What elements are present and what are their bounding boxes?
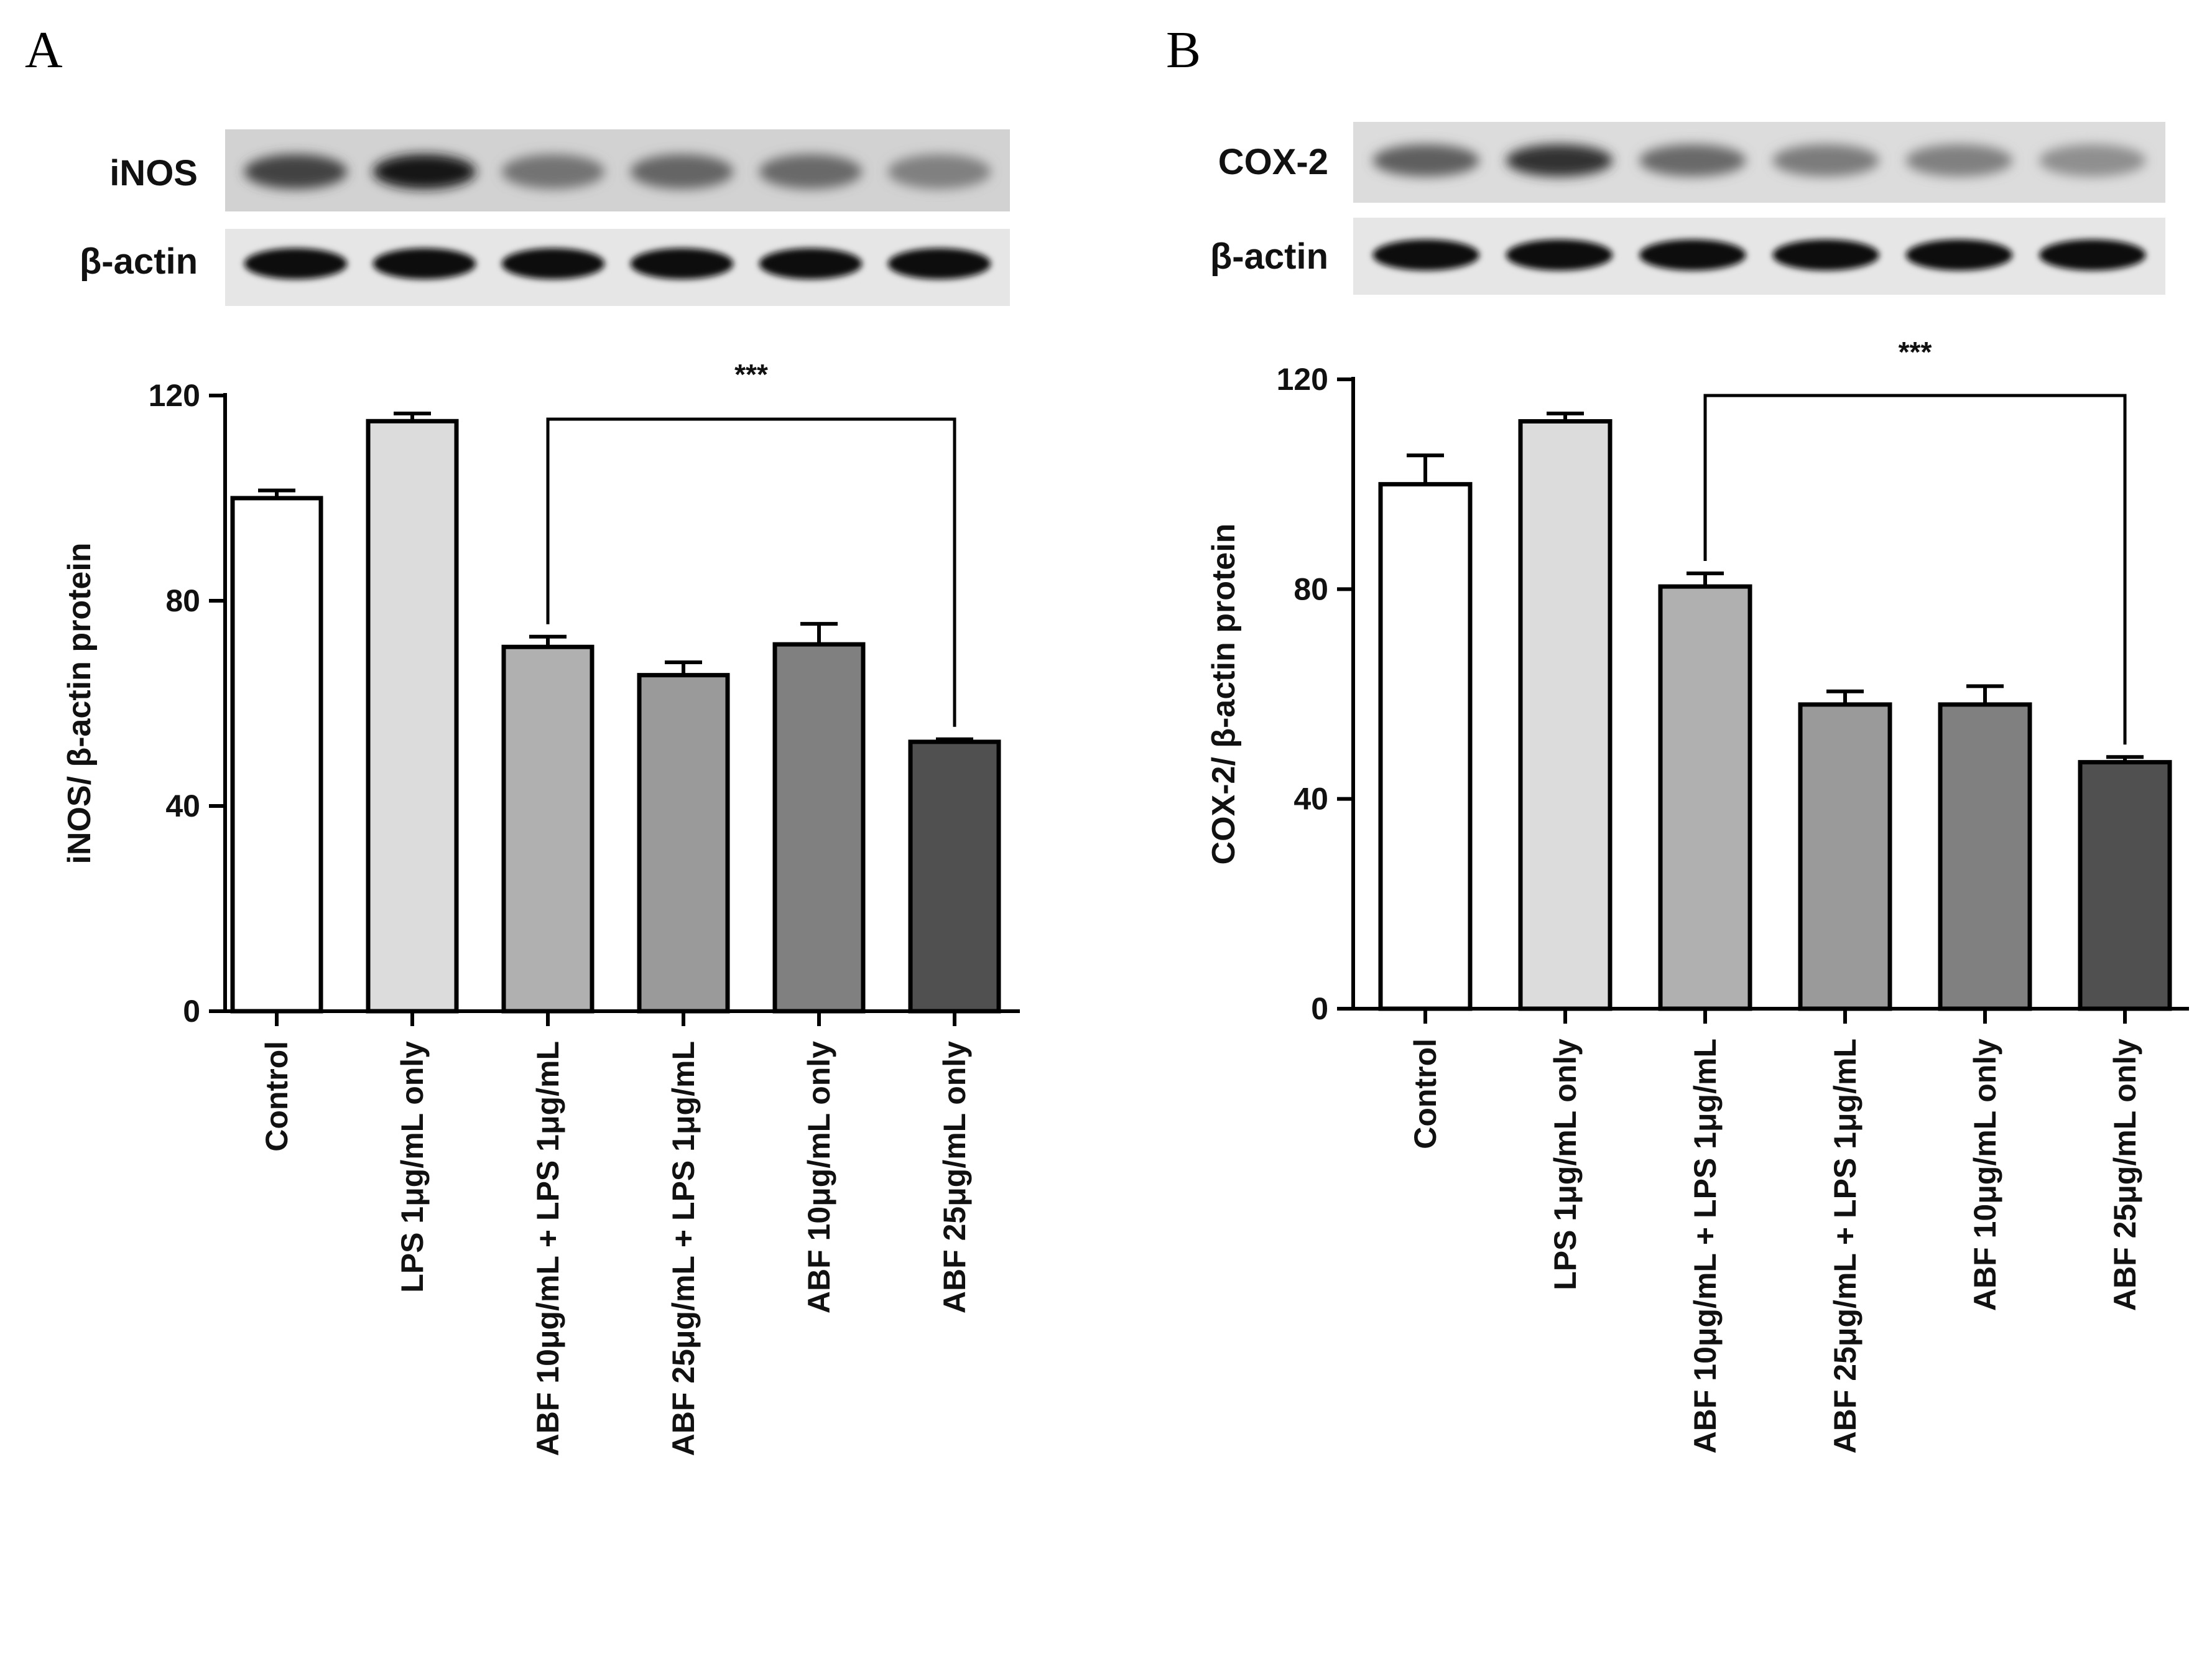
x-category-label: ABF 10μg/mL only bbox=[802, 1041, 836, 1313]
blot-band bbox=[1506, 239, 1613, 271]
blot-band bbox=[1639, 144, 1746, 177]
significance-label: *** bbox=[1899, 336, 1932, 368]
blot-band bbox=[373, 154, 476, 189]
blot-bands-beta-actin-b bbox=[1372, 239, 2146, 271]
bar bbox=[2078, 760, 2172, 1011]
bar bbox=[1938, 702, 2032, 1011]
blot-strip-beta-actin-a bbox=[225, 229, 1010, 306]
bar bbox=[1378, 482, 1473, 1011]
blot-strip-beta-actin-b bbox=[1353, 218, 2165, 295]
blot-band bbox=[630, 248, 734, 279]
y-tick-label: 40 bbox=[165, 789, 200, 823]
bar bbox=[1658, 584, 1752, 1011]
blot-band bbox=[1905, 239, 2013, 271]
y-tick-label: 0 bbox=[183, 994, 200, 1029]
x-category-label: Control bbox=[259, 1041, 294, 1152]
significance-bracket bbox=[1703, 394, 2127, 745]
blot-band bbox=[244, 248, 348, 279]
blot-band bbox=[501, 248, 605, 279]
blot-band bbox=[1639, 239, 1746, 271]
panel-letter-a: A bbox=[25, 21, 63, 79]
y-axis-title: iNOS/ β-actin protein bbox=[62, 542, 98, 864]
x-category-label: ABF 10μg/mL only bbox=[1968, 1039, 2002, 1311]
blot-band bbox=[759, 248, 863, 279]
blot-band bbox=[2039, 239, 2146, 271]
blot-band bbox=[501, 154, 605, 189]
bar bbox=[908, 739, 1001, 1014]
bar bbox=[637, 673, 730, 1014]
blot-label-beta-actin-b: β-actin bbox=[1210, 236, 1328, 277]
blot-band bbox=[2039, 144, 2146, 177]
y-tick-label: 120 bbox=[1277, 362, 1328, 397]
bar bbox=[772, 642, 866, 1014]
blot-b-protein: COX-2 bbox=[1218, 122, 2165, 203]
x-category-label: ABF 25μg/mL only bbox=[937, 1041, 972, 1313]
blot-a-loading: β-actin bbox=[80, 229, 1010, 306]
x-category-label: ABF 25μg/mL only bbox=[2108, 1039, 2142, 1311]
bar bbox=[230, 496, 323, 1014]
blot-label-cox2: COX-2 bbox=[1218, 142, 1328, 182]
panel-letter-b: B bbox=[1166, 21, 1201, 79]
significance-label: *** bbox=[734, 358, 768, 391]
x-category-label: ABF 10μg/mL + LPS 1μg/mL bbox=[530, 1041, 565, 1456]
blot-band bbox=[1506, 144, 1613, 177]
blot-strip-cox2 bbox=[1353, 122, 2165, 203]
blot-band bbox=[244, 154, 348, 189]
blot-band bbox=[887, 154, 991, 189]
bar bbox=[1518, 419, 1613, 1011]
y-tick-label: 80 bbox=[165, 583, 200, 618]
blot-band bbox=[1372, 239, 1479, 271]
blot-band bbox=[887, 248, 991, 279]
blot-bands-inos bbox=[244, 154, 991, 189]
chart-inos: 0 40 80 120 Control LPS 1μg/mL only ABF 10μg/m… bbox=[62, 358, 1020, 1456]
y-tick-label: 40 bbox=[1293, 782, 1328, 817]
x-category-label: Control bbox=[1408, 1039, 1443, 1149]
x-category-label: LPS 1μg/mL only bbox=[395, 1041, 430, 1293]
blot-band bbox=[630, 154, 734, 189]
blot-band bbox=[1772, 144, 1879, 177]
blot-label-beta-actin-a: β-actin bbox=[80, 241, 198, 282]
panel-b: B COX-2 β-actin 0 40 80 120 Control LPS 1μg/m… bbox=[1166, 21, 2189, 1453]
bar bbox=[1798, 702, 1892, 1011]
blot-strip-inos bbox=[225, 129, 1010, 211]
x-category-label: ABF 10μg/mL + LPS 1μg/mL bbox=[1688, 1039, 1723, 1453]
y-axis-title: COX-2/ β-actin protein bbox=[1206, 524, 1242, 865]
chart-cox2: 0 40 80 120 Control LPS 1μg/mL only ABF 10μg/m… bbox=[1206, 336, 2189, 1453]
blot-band bbox=[759, 154, 863, 189]
y-tick-label: 80 bbox=[1293, 572, 1328, 606]
x-category-label: LPS 1μg/mL only bbox=[1548, 1039, 1583, 1290]
blot-a-protein: iNOS bbox=[109, 129, 1010, 211]
y-tick-label: 0 bbox=[1311, 991, 1328, 1026]
blot-band bbox=[373, 248, 476, 279]
y-tick-label: 120 bbox=[149, 378, 200, 413]
bar bbox=[366, 419, 459, 1014]
blot-bands-beta-actin-a bbox=[244, 248, 991, 279]
blot-band bbox=[1372, 144, 1479, 177]
blot-band bbox=[1772, 239, 1879, 271]
blot-b-loading: β-actin bbox=[1210, 218, 2165, 295]
panel-a: A iNOS β-actin 0 40 80 120 Control LPS 1μg/mL… bbox=[25, 21, 1020, 1456]
bar bbox=[501, 644, 595, 1014]
blot-band bbox=[1905, 144, 2013, 177]
x-category-label: ABF 25μg/mL + LPS 1μg/mL bbox=[1828, 1039, 1863, 1453]
x-category-label: ABF 25μg/mL + LPS 1μg/mL bbox=[666, 1041, 701, 1456]
blot-bands-cox2 bbox=[1372, 144, 2146, 177]
significance-bracket bbox=[546, 417, 956, 727]
blot-label-inos: iNOS bbox=[109, 153, 198, 193]
